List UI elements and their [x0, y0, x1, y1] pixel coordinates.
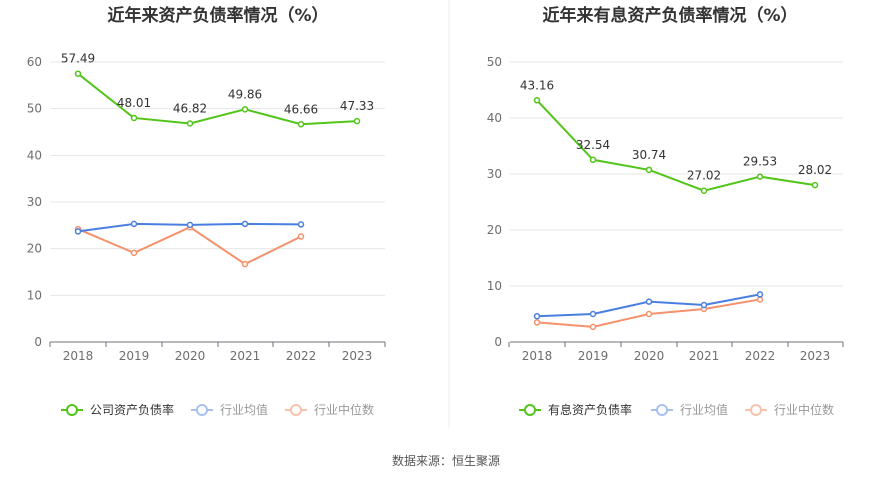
- data-point[interactable]: [74, 228, 82, 235]
- legend-item-industry-mean[interactable]: 行业均值: [651, 402, 728, 417]
- chart-panel-interest-debt-ratio: 近年来有息资产负债率情况（%） 0 10 20 30 40 50 2018 2019 2020 2…: [487, 5, 844, 417]
- legend-label: 行业均值: [220, 402, 268, 417]
- data-point[interactable]: [700, 301, 708, 309]
- legend-item-industry-mean[interactable]: 行业均值: [191, 402, 268, 417]
- x-tick-label: 2021: [689, 349, 720, 363]
- legend-item-company[interactable]: 有息资产负债率: [519, 402, 632, 417]
- legend-item-industry-median[interactable]: 行业中位数: [285, 402, 374, 417]
- y-tick-label: 10: [27, 288, 42, 302]
- data-point[interactable]: [241, 220, 249, 228]
- data-point[interactable]: [589, 310, 597, 318]
- y-tick-label: 60: [27, 55, 42, 69]
- legend-swatch-marker: [750, 404, 762, 416]
- data-point[interactable]: [130, 114, 138, 122]
- data-label: 46.82: [173, 102, 207, 116]
- data-label: 48.01: [117, 96, 151, 110]
- legend-swatch-marker: [656, 404, 668, 416]
- data-label: 47.33: [340, 99, 374, 113]
- data-point[interactable]: [645, 298, 653, 305]
- data-label: 29.53: [743, 155, 777, 169]
- data-point[interactable]: [700, 187, 708, 194]
- data-point[interactable]: [130, 249, 138, 257]
- data-point[interactable]: [533, 97, 541, 104]
- chart-title: 近年来有息资产负债率情况（%）: [542, 5, 797, 26]
- data-label: 32.54: [576, 138, 610, 152]
- data-point[interactable]: [186, 120, 194, 127]
- data-point[interactable]: [241, 106, 249, 113]
- legend: 公司资产负债率 行业均值 行业中位数: [61, 402, 374, 417]
- y-tick-label: 10: [487, 279, 502, 293]
- y-tick-label: 50: [27, 102, 42, 116]
- data-point[interactable]: [645, 310, 653, 318]
- legend-item-industry-median[interactable]: 行业中位数: [745, 402, 834, 417]
- x-tick-label: 2022: [745, 349, 776, 363]
- x-tick-label: 2019: [119, 349, 150, 363]
- y-tick-label: 40: [27, 148, 42, 162]
- x-tick-label: 2020: [175, 349, 206, 363]
- x-tick-label: 2018: [63, 349, 94, 363]
- legend-swatch-marker: [290, 404, 302, 416]
- data-point[interactable]: [297, 233, 305, 240]
- data-point[interactable]: [756, 291, 764, 298]
- data-point[interactable]: [756, 173, 764, 180]
- data-point[interactable]: [811, 181, 819, 189]
- x-tick-label: 2020: [634, 349, 665, 363]
- x-tick-label: 2022: [286, 349, 317, 363]
- legend-label: 行业均值: [680, 402, 728, 417]
- data-label: 28.02: [798, 163, 832, 177]
- series-line: [77, 72, 358, 126]
- data-point[interactable]: [533, 319, 541, 326]
- chart-panel-debt-ratio: 近年来资产负债率情况（%） 0 10 20 30 40 50 60 2018 2019 2020 2…: [27, 5, 386, 417]
- data-point[interactable]: [297, 221, 305, 228]
- legend-label: 行业中位数: [314, 402, 374, 417]
- data-point[interactable]: [533, 312, 541, 320]
- legend-swatch-marker: [524, 404, 536, 416]
- data-point[interactable]: [353, 117, 361, 125]
- data-source-note: 数据来源：恒生聚源: [392, 453, 500, 468]
- x-tick-label: 2018: [522, 349, 553, 363]
- data-point[interactable]: [130, 220, 138, 228]
- plot-area: 0 10 20 30 40 50 60 2018 2019 2020 2021 2022 2023 57.…: [27, 52, 386, 363]
- legend-label: 有息资产负债率: [548, 402, 632, 417]
- data-label: 57.49: [61, 52, 95, 66]
- data-label: 46.66: [284, 102, 318, 116]
- legend-item-company[interactable]: 公司资产负债率: [61, 402, 174, 417]
- y-tick-label: 20: [27, 242, 42, 256]
- legend-label: 公司资产负债率: [90, 402, 174, 417]
- data-point[interactable]: [589, 156, 597, 164]
- x-tick-label: 2019: [578, 349, 609, 363]
- chart-title: 近年来资产负债率情况（%）: [107, 5, 328, 26]
- y-tick-label: 30: [487, 167, 502, 181]
- y-tick-label: 0: [34, 335, 42, 349]
- data-label: 43.16: [520, 78, 554, 92]
- data-point[interactable]: [186, 221, 194, 229]
- y-tick-label: 30: [27, 195, 42, 209]
- x-tick-label: 2023: [342, 349, 373, 363]
- data-point[interactable]: [589, 323, 597, 331]
- series-line: [77, 226, 302, 266]
- y-tick-label: 20: [487, 223, 502, 237]
- x-tick-label: 2021: [230, 349, 261, 363]
- data-label: 27.02: [687, 169, 721, 183]
- data-label: 49.86: [228, 87, 262, 101]
- data-point[interactable]: [645, 166, 653, 174]
- plot-area: 0 10 20 30 40 50 2018 2019 2020 2021 2022 2023 43.16…: [487, 55, 844, 363]
- x-tick-label: 2023: [800, 349, 831, 363]
- legend: 有息资产负债率 行业均值 行业中位数: [519, 402, 834, 417]
- y-tick-label: 0: [494, 335, 502, 349]
- data-point[interactable]: [241, 260, 249, 268]
- legend-swatch-marker: [196, 404, 208, 416]
- y-tick-label: 50: [487, 55, 502, 69]
- series-line: [536, 99, 816, 192]
- data-point[interactable]: [74, 70, 82, 77]
- data-point[interactable]: [756, 296, 764, 303]
- data-point[interactable]: [297, 121, 305, 128]
- y-tick-label: 40: [487, 111, 502, 125]
- legend-label: 行业中位数: [774, 402, 834, 417]
- data-label: 30.74: [632, 148, 666, 162]
- legend-swatch-marker: [66, 404, 78, 416]
